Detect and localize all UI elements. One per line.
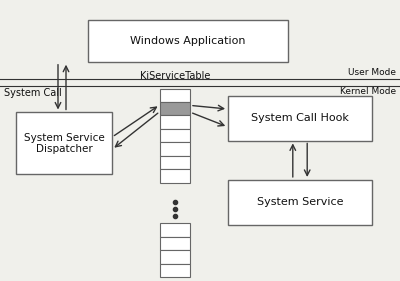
Text: System Call Hook: System Call Hook [251,113,349,123]
Bar [228,180,372,225]
Text: System Call: System Call [4,88,62,98]
Bar [160,237,190,250]
Text: Windows Application: Windows Application [130,36,246,46]
Bar [160,129,190,142]
Bar [88,20,288,62]
Text: User Mode: User Mode [348,68,396,77]
Bar [160,169,190,183]
Text: KiServiceTable: KiServiceTable [140,71,210,81]
Bar [160,223,190,237]
Bar [160,102,190,115]
Bar [160,89,190,102]
Bar [160,115,190,129]
Text: System Service
Dispatcher: System Service Dispatcher [24,133,104,154]
Bar [160,250,190,264]
Bar [160,264,190,277]
Bar [160,156,190,169]
Text: Kernel Mode: Kernel Mode [340,87,396,96]
Bar [228,96,372,140]
Bar [160,142,190,156]
Bar [16,112,112,174]
Text: System Service: System Service [257,197,343,207]
